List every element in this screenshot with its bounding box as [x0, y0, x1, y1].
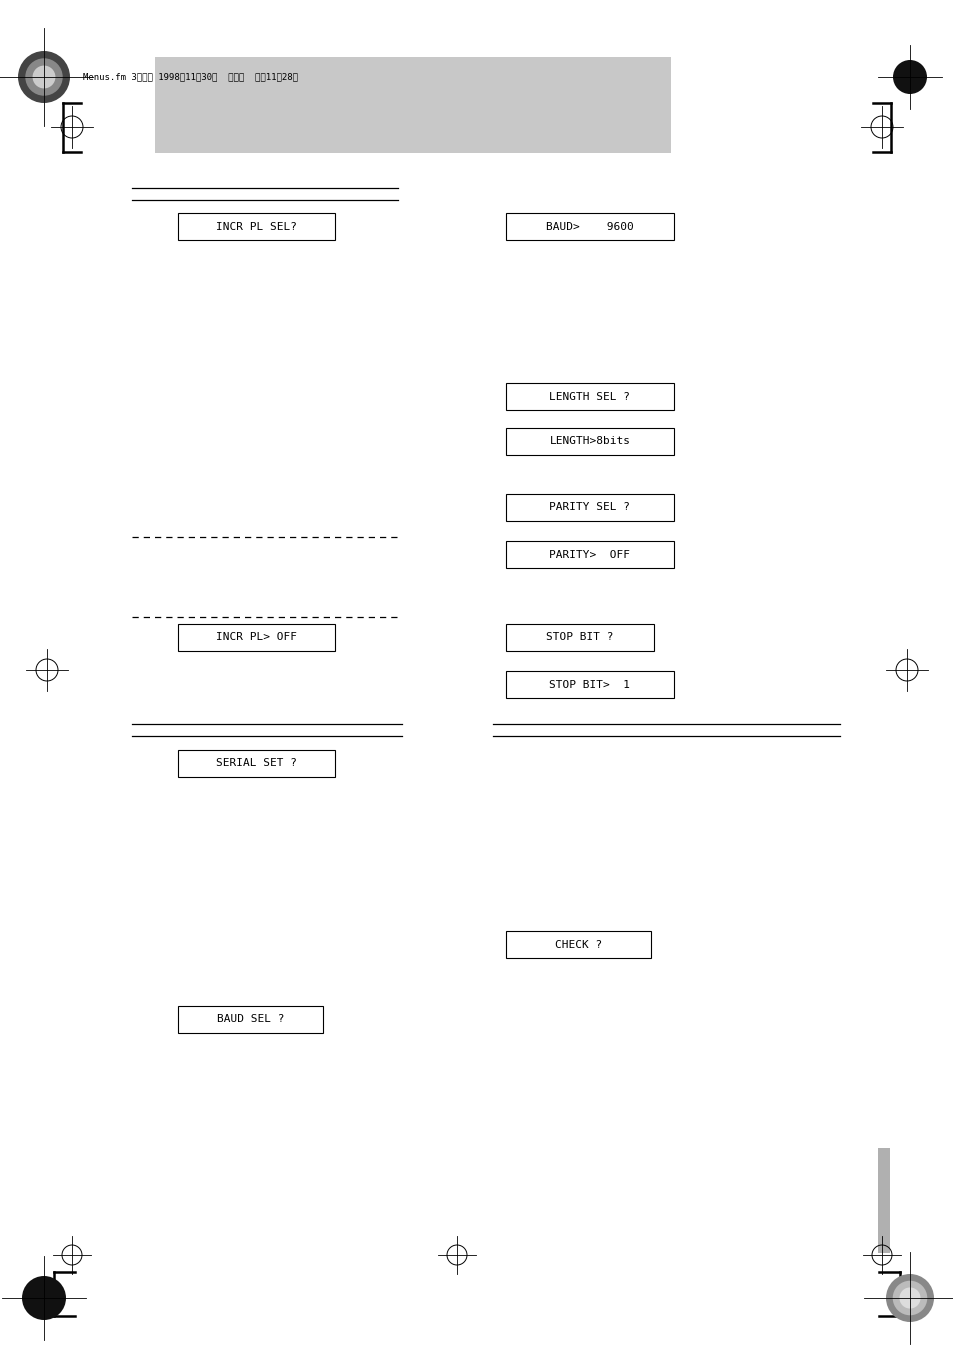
Bar — [505, 428, 673, 455]
Bar — [505, 931, 650, 958]
Circle shape — [899, 1288, 920, 1309]
Text: STOP BIT ?: STOP BIT ? — [546, 632, 613, 643]
Circle shape — [885, 1274, 933, 1323]
Text: STOP BIT>  1: STOP BIT> 1 — [549, 680, 630, 689]
Text: SERIAL SET ?: SERIAL SET ? — [215, 758, 296, 769]
Bar — [178, 1006, 323, 1034]
Text: CHECK ?: CHECK ? — [555, 939, 601, 950]
Circle shape — [18, 51, 70, 103]
Circle shape — [892, 1281, 926, 1316]
Bar — [505, 213, 673, 240]
Bar — [505, 494, 673, 521]
Circle shape — [22, 1275, 66, 1320]
Bar — [505, 671, 673, 698]
Circle shape — [892, 59, 926, 95]
Bar — [505, 540, 673, 567]
Bar — [154, 91, 670, 153]
Bar — [178, 750, 335, 777]
Text: PARITY SEL ?: PARITY SEL ? — [549, 503, 630, 512]
Bar — [178, 213, 335, 240]
Bar — [505, 624, 654, 651]
Text: LENGTH SEL ?: LENGTH SEL ? — [549, 392, 630, 401]
Bar — [505, 382, 673, 409]
Circle shape — [25, 58, 63, 96]
Text: INCR PL> OFF: INCR PL> OFF — [215, 632, 296, 643]
Bar — [154, 57, 670, 147]
Bar — [877, 1148, 889, 1252]
Text: LENGTH>8bits: LENGTH>8bits — [549, 436, 630, 446]
Circle shape — [32, 66, 55, 88]
Text: BAUD SEL ?: BAUD SEL ? — [216, 1015, 284, 1024]
Text: BAUD>    9600: BAUD> 9600 — [545, 222, 633, 231]
Text: Menus.fm 3ページ 1998年11月30日  月曜日  午前11時28分: Menus.fm 3ページ 1998年11月30日 月曜日 午前11時28分 — [83, 73, 297, 81]
Text: INCR PL SEL?: INCR PL SEL? — [215, 222, 296, 231]
Bar — [178, 624, 335, 651]
Text: PARITY>  OFF: PARITY> OFF — [549, 550, 630, 559]
